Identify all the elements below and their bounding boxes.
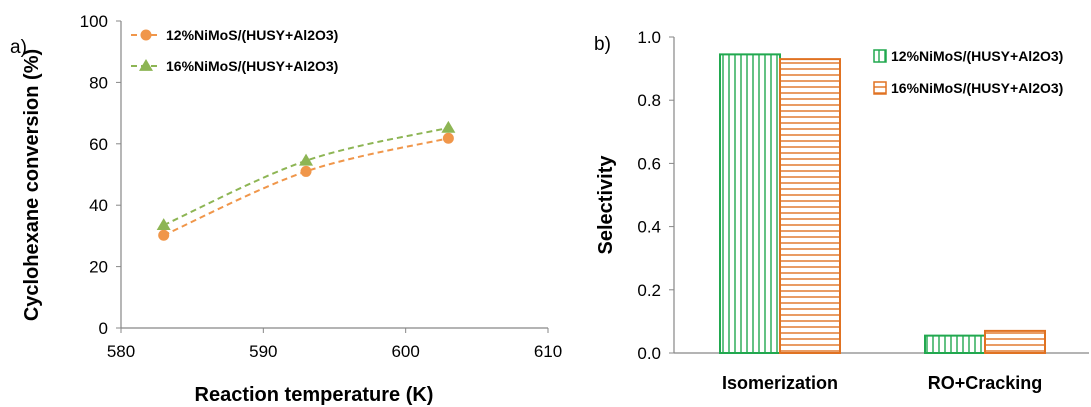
panel-a-data-point-1	[300, 165, 312, 177]
panel-a-series-line-1	[163, 137, 449, 237]
panel-a-plot-area: 0 20 40 60 80 100 580 590 600 610 12%NiMoS/(HUSY+A…	[80, 12, 563, 361]
panel-a-label: a)	[10, 37, 27, 58]
panel-a-y-tick-label: 0	[99, 319, 108, 338]
panel-a-x-tick-label: 590	[249, 342, 277, 361]
panel-b-bar-2	[984, 329, 1046, 355]
panel-a-x-tick-label: 610	[534, 342, 562, 361]
panel-b-bar-2	[779, 58, 841, 355]
panel-b-bar-1	[719, 53, 781, 354]
panel-a-legend-marker-1	[140, 29, 152, 41]
panel-b-legend-label-2: 16%NiMoS/(HUSY+Al2O3)	[891, 80, 1063, 96]
panel-b-category-label: Isomerization	[722, 373, 838, 393]
panel-a-y-tick-label: 40	[89, 196, 108, 215]
panel-b-y-tick-label: 0.6	[637, 154, 661, 173]
panel-a-data-point-1	[158, 229, 170, 241]
panel-a-y-tick-label: 20	[89, 258, 108, 277]
panel-b-plot-area: 0.0 0.2 0.4 0.6 0.8 1.0 Isomerization RO+Cracki…	[637, 28, 1089, 393]
panel-b-y-tick-label: 0.0	[637, 344, 661, 363]
panel-a-x-axis-title: Reaction temperature (K)	[195, 384, 434, 406]
panel-a-x-tick-label: 600	[391, 342, 419, 361]
panel-a-x-tick-label: 580	[107, 342, 135, 361]
panel-a-y-tick-label: 100	[80, 12, 108, 31]
panel-b-y-tick-label: 1.0	[637, 28, 661, 47]
panel-a-data-point-1	[442, 132, 454, 144]
panel-a-y-tick-label: 60	[89, 135, 108, 154]
panel-a-legend-marker-2	[139, 59, 153, 71]
panel-a-data-point-2	[441, 120, 456, 133]
panel-a-data-point-2	[156, 218, 171, 231]
panel-a-legend-label-1: 12%NiMoS/(HUSY+Al2O3)	[166, 27, 338, 43]
panel-b-category-label: RO+Cracking	[928, 373, 1043, 393]
panel-b-legend-swatch-2	[873, 81, 887, 95]
panel-b-y-tick-label: 0.2	[637, 281, 661, 300]
panel-a-line-chart: a) 0 20 40 60 80 100 580 590 600 610 12%NiMoS/(HUS…	[10, 12, 562, 406]
panel-b-legend-swatch-1	[873, 49, 887, 63]
panel-b-bar-1	[924, 334, 986, 354]
panel-b-y-axis-title: Selectivity	[595, 155, 617, 255]
panel-a-data-point-2	[299, 153, 314, 166]
panel-b-y-tick-label: 0.8	[637, 91, 661, 110]
panel-b-bar-chart: b) 0.0 0.2 0.4 0.6 0.8 1.0 Isomerization RO+Cra…	[594, 28, 1089, 393]
panel-a-y-tick-label: 80	[89, 73, 108, 92]
panel-a-legend-label-2: 16%NiMoS/(HUSY+Al2O3)	[166, 58, 338, 74]
panel-b-label: b)	[594, 34, 611, 55]
panel-b-y-tick-label: 0.4	[637, 218, 661, 237]
panel-a-y-axis-title: Cyclohexane conversion (%)	[21, 49, 43, 321]
panel-b-legend-label-1: 12%NiMoS/(HUSY+Al2O3)	[891, 48, 1063, 64]
